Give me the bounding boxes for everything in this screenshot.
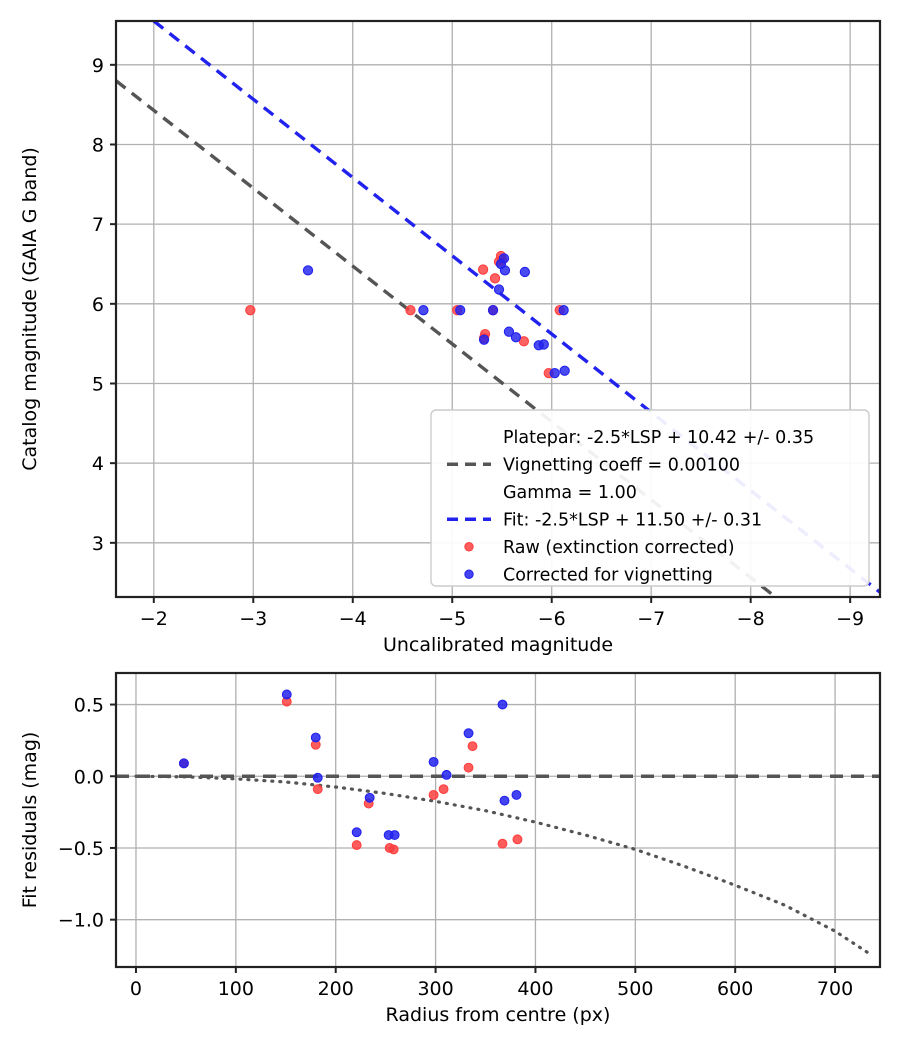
- y-axis-title: Fit residuals (mag): [19, 732, 41, 909]
- xtick-label: 300: [417, 978, 453, 1000]
- xtick-label: −2: [140, 608, 168, 630]
- ytick-label: 7: [92, 214, 104, 236]
- scatter-point-corrected: [493, 284, 505, 295]
- residual-point-corrected: [499, 795, 510, 806]
- residual-point-raw: [512, 834, 523, 845]
- residual-point-raw: [428, 789, 439, 800]
- bottom-ticks: 0 100 200 300 400 500 600 700 0.5 0.0 −0.5 −1.0: [58, 695, 853, 1000]
- legend-entry-label: Corrected for vignetting: [503, 565, 713, 585]
- legend-entry-label: Platepar: -2.5*LSP + 10.42 +/- 0.35: [503, 428, 814, 448]
- model-line-vignetting-model: [134, 774, 872, 956]
- ytick-label: −0.5: [58, 838, 104, 860]
- scatter-point-corrected: [538, 339, 549, 350]
- ytick-label: 5: [92, 373, 104, 395]
- residual-point-raw: [351, 840, 362, 851]
- scatter-point-corrected: [510, 332, 522, 343]
- xtick-label: −9: [836, 608, 864, 630]
- top-scatter-points: [245, 250, 570, 379]
- legend-handle-marker: [464, 542, 474, 552]
- scatter-point-corrected: [302, 265, 314, 276]
- fit-residuals-plot: 0 100 200 300 400 500 600 700 0.5 0.0 −0.5 −1.0 Radi…: [19, 671, 882, 1026]
- residual-point-raw: [312, 784, 323, 795]
- legend-entry-label: Fit: -2.5*LSP + 11.50 +/- 0.31: [503, 510, 762, 530]
- xtick-label: −3: [239, 608, 267, 630]
- residual-point-raw: [467, 741, 478, 752]
- y-axis-title: Catalog magnitude (GAIA G band): [19, 147, 41, 471]
- residual-point-corrected: [441, 769, 452, 780]
- residual-point-corrected: [389, 830, 400, 841]
- bottom-model-lines: [116, 774, 880, 956]
- residual-point-raw: [388, 844, 399, 855]
- residual-point-raw: [463, 762, 474, 773]
- residual-point-corrected: [511, 789, 522, 800]
- legend-entry-label: Gamma = 1.00: [503, 483, 637, 503]
- bottom-scatter-points: [178, 689, 523, 855]
- scatter-point-corrected: [558, 305, 569, 316]
- scatter-point-raw: [477, 264, 489, 275]
- xtick-label: −6: [538, 608, 566, 630]
- scatter-point-raw: [489, 273, 501, 284]
- ytick-label: −1.0: [58, 910, 104, 932]
- legend-handle-marker: [464, 569, 474, 579]
- xtick-label: −8: [737, 608, 765, 630]
- residual-point-raw: [438, 784, 449, 795]
- legend-entry-label: Raw (extinction corrected): [503, 538, 735, 558]
- scatter-point-corrected: [559, 365, 570, 376]
- ytick-label: 3: [92, 533, 104, 555]
- xtick-label: −5: [438, 608, 466, 630]
- residual-point-corrected: [497, 699, 508, 710]
- scatter-point-raw: [405, 305, 416, 316]
- residual-point-corrected: [178, 758, 189, 769]
- residual-point-corrected: [351, 827, 362, 838]
- xtick-label: 400: [517, 978, 553, 1000]
- photometric-calibration-plot: −2 −3 −4 −5 −6 −7 −8 −9 3 4 5 6 7 8 9 Uncalibrated magn…: [19, 19, 882, 656]
- top-axes-frame: [114, 19, 882, 599]
- scatter-point-corrected: [487, 305, 499, 316]
- xtick-label: 100: [218, 978, 254, 1000]
- bottom-axes-frame: [114, 671, 882, 969]
- scatter-point-raw: [518, 336, 530, 347]
- ytick-label: 6: [92, 294, 104, 316]
- xtick-label: 600: [717, 978, 753, 1000]
- xtick-label: 0: [130, 978, 142, 1000]
- legend-box: [430, 409, 870, 587]
- xtick-label: −7: [637, 608, 665, 630]
- residual-point-corrected: [310, 732, 321, 743]
- ytick-label: 4: [92, 453, 104, 475]
- xtick-label: 700: [817, 978, 853, 1000]
- residual-point-corrected: [463, 728, 474, 739]
- xtick-label: −4: [339, 608, 367, 630]
- scatter-point-corrected: [455, 305, 466, 316]
- x-axis-title: Radius from centre (px): [386, 1004, 611, 1026]
- residual-point-raw: [497, 838, 508, 849]
- top-ticks: −2 −3 −4 −5 −6 −7 −8 −9 3 4 5 6 7 8 9: [92, 55, 864, 630]
- bottom-plot-background: [116, 673, 880, 967]
- scatter-point-corrected: [519, 266, 531, 278]
- x-axis-title: Uncalibrated magnitude: [383, 634, 613, 656]
- residual-point-corrected: [428, 756, 439, 767]
- scatter-point-corrected: [498, 253, 510, 264]
- xtick-label: 200: [318, 978, 354, 1000]
- fit-residuals-panel: 0 100 200 300 400 500 600 700 0.5 0.0 −0.5 −1.0 Radi…: [0, 650, 900, 1050]
- residual-point-corrected: [364, 792, 375, 803]
- bottom-plot-group: 0 100 200 300 400 500 600 700 0.5 0.0 −0.5 −1.0 Radi…: [19, 671, 882, 1026]
- scatter-point-corrected: [478, 334, 490, 345]
- legend-entry-label: Vignetting coeff = 0.00100: [503, 455, 740, 475]
- scatter-point-corrected: [549, 367, 560, 379]
- photometric-calibration-panel: −2 −3 −4 −5 −6 −7 −8 −9 3 4 5 6 7 8 9 Uncalibrated magn…: [19, 19, 882, 656]
- xtick-label: 500: [617, 978, 653, 1000]
- ytick-label: 0.5: [74, 695, 104, 717]
- top-legend: Platepar: -2.5*LSP + 10.42 +/- 0.35 Vigne…: [430, 409, 870, 587]
- top-plot-group: −2 −3 −4 −5 −6 −7 −8 −9 3 4 5 6 7 8 9 Uncalibrated magn…: [19, 19, 882, 656]
- ytick-label: 8: [92, 134, 104, 156]
- ytick-label: 0.0: [74, 766, 104, 788]
- ytick-label: 9: [92, 55, 104, 77]
- residual-point-corrected: [281, 689, 292, 700]
- residual-point-corrected: [312, 772, 323, 783]
- scatter-point-raw: [245, 305, 256, 316]
- scatter-point-corrected: [503, 326, 515, 337]
- scatter-point-corrected: [418, 305, 429, 316]
